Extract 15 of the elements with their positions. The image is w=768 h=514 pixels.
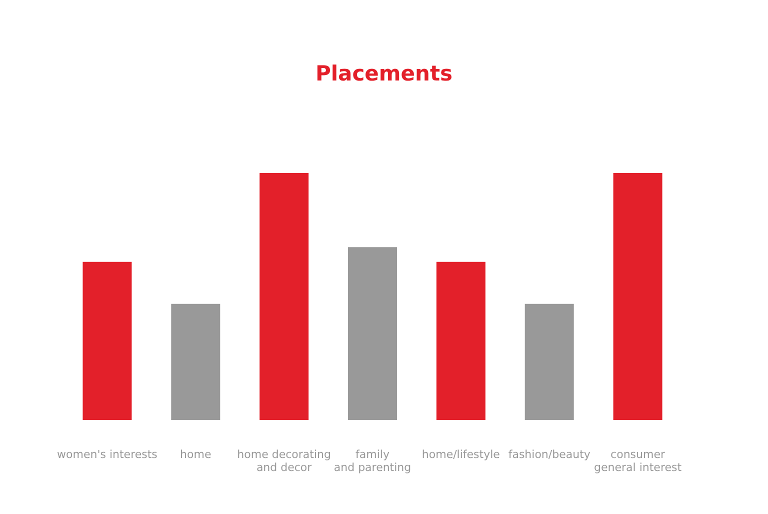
bar	[260, 173, 309, 420]
bar	[524, 304, 574, 420]
x-tick-label: home	[180, 448, 212, 461]
bar	[613, 173, 662, 420]
x-tick-label: family and parenting	[334, 448, 412, 474]
x-tick-label: home decorating and decor	[237, 448, 331, 474]
bar	[82, 262, 132, 420]
x-tick-label: consumer general interest	[594, 448, 682, 474]
x-tick-label: home/lifestyle	[422, 448, 500, 461]
bar	[436, 262, 486, 420]
bar	[348, 247, 397, 420]
bar	[171, 304, 220, 420]
x-tick-label: women's interests	[57, 448, 158, 461]
x-tick-label: fashion/beauty	[508, 448, 591, 461]
chart-title: Placements	[315, 62, 453, 86]
